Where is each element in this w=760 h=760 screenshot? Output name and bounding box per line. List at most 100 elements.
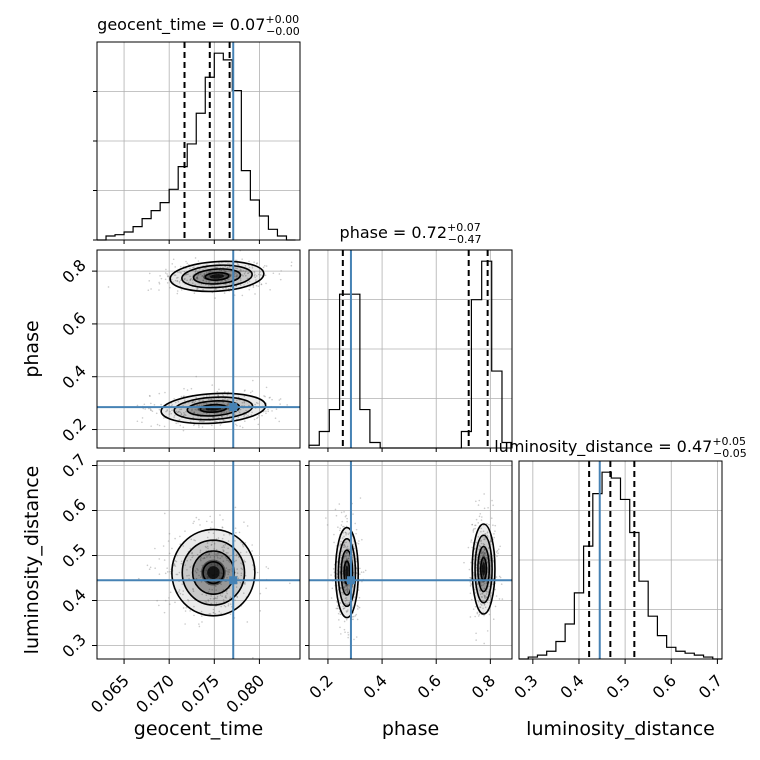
sample-point <box>343 544 346 546</box>
sample-point <box>339 544 341 547</box>
sample-point <box>211 588 213 591</box>
sample-point <box>236 568 238 570</box>
sample-point <box>489 540 492 543</box>
sample-point <box>196 568 198 570</box>
sample-point <box>206 536 209 539</box>
sample-point <box>343 607 346 609</box>
sample-point <box>259 592 262 595</box>
sample-point <box>254 276 256 279</box>
sample-point <box>347 590 349 592</box>
sample-point <box>156 599 158 602</box>
sample-point <box>342 581 344 584</box>
sample-point <box>470 561 472 564</box>
sample-point <box>148 272 151 275</box>
title-lower-error: −0.05 <box>713 447 747 460</box>
sample-point <box>141 421 143 424</box>
sample-point <box>210 398 212 401</box>
sample-point <box>352 615 355 618</box>
sample-point <box>344 515 347 518</box>
sample-point <box>226 559 228 562</box>
sample-point <box>352 543 354 546</box>
sample-point <box>482 553 485 556</box>
sample-point <box>267 567 270 570</box>
sample-point <box>184 530 186 532</box>
sample-point <box>256 262 259 264</box>
sample-point <box>235 586 238 588</box>
sample-point <box>217 394 219 396</box>
sample-point <box>194 570 197 572</box>
sample-point <box>179 271 181 274</box>
sample-point <box>227 603 230 605</box>
truth-marker <box>229 576 238 585</box>
sample-point <box>195 288 198 290</box>
sample-point <box>209 274 211 277</box>
density-shade <box>209 274 225 279</box>
sample-point <box>203 557 206 560</box>
sample-point <box>173 563 176 566</box>
sample-point <box>243 416 245 418</box>
sample-point <box>197 260 200 262</box>
diagonal-panel-phase: phase = 0.72+0.07 −0.47 <box>308 221 513 449</box>
sample-point <box>241 274 243 276</box>
sample-point <box>352 554 354 556</box>
sample-point <box>199 558 202 560</box>
sample-point <box>482 599 484 602</box>
sample-point <box>343 586 346 589</box>
sample-point <box>200 420 203 423</box>
sample-point <box>474 615 476 618</box>
sample-point <box>193 401 196 404</box>
sample-point <box>207 547 209 550</box>
sample-point <box>483 595 486 598</box>
sample-point <box>222 394 225 397</box>
histogram-geocent-time <box>97 52 296 241</box>
sample-point <box>201 426 204 428</box>
sample-point <box>202 279 204 282</box>
sample-point <box>163 512 166 515</box>
sample-point <box>243 395 246 398</box>
sample-point <box>241 270 243 272</box>
sample-point <box>179 265 182 268</box>
sample-point <box>185 273 187 276</box>
sample-point <box>197 569 199 571</box>
sample-point <box>480 540 482 542</box>
sample-point <box>169 591 172 594</box>
sample-point <box>290 264 293 267</box>
sample-point <box>223 391 226 393</box>
sample-point <box>204 600 207 603</box>
sample-point <box>205 280 208 282</box>
sample-point <box>217 553 219 555</box>
sample-point <box>183 399 186 402</box>
sample-point <box>247 272 250 274</box>
sample-point <box>278 273 281 275</box>
sample-point <box>358 540 360 542</box>
sample-point <box>469 581 472 583</box>
sample-point <box>482 584 485 586</box>
sample-point <box>255 284 258 287</box>
sample-point <box>203 273 206 275</box>
sample-point <box>225 287 227 289</box>
sample-point <box>166 571 169 573</box>
sample-point <box>184 564 186 566</box>
sample-point <box>223 604 226 607</box>
sample-point <box>198 424 200 427</box>
sample-point <box>479 581 482 583</box>
sample-point <box>290 261 293 264</box>
sample-point <box>228 556 231 558</box>
sample-point <box>191 556 193 559</box>
sample-point <box>482 530 485 533</box>
sample-point <box>478 562 481 565</box>
sample-point <box>187 599 190 602</box>
sample-point <box>479 593 482 596</box>
sample-point <box>234 423 237 426</box>
sample-point <box>245 270 247 272</box>
sample-point <box>499 576 502 579</box>
sample-point <box>342 607 345 610</box>
sample-point <box>191 551 194 554</box>
sample-point <box>227 408 230 411</box>
sample-point <box>337 607 339 610</box>
sample-point <box>220 269 223 272</box>
sample-point <box>343 555 346 558</box>
sample-point <box>341 520 344 523</box>
sample-point <box>171 263 174 265</box>
sample-point <box>214 266 217 269</box>
